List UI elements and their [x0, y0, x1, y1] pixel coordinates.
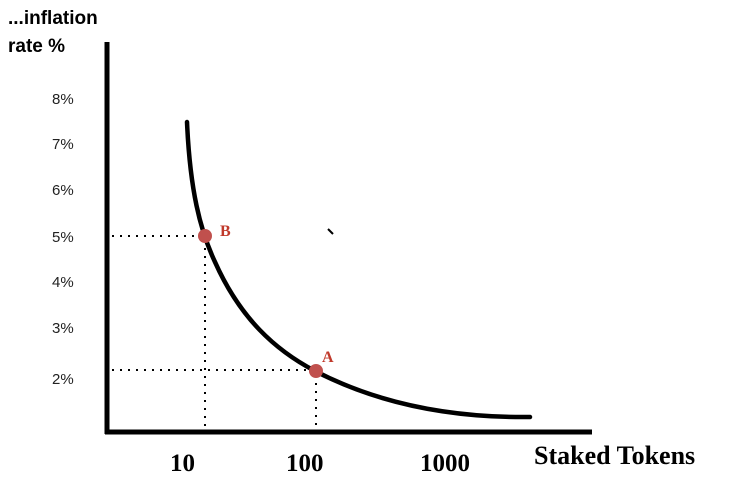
- stray-mark: [327, 228, 334, 235]
- y-axis-title: rate %: [8, 36, 65, 57]
- x-tick-label: 10: [170, 450, 195, 477]
- y-axis-title-partial: ...inflation: [8, 8, 98, 29]
- y-tick-label: 6%: [52, 182, 74, 199]
- x-tick-label: 100: [286, 450, 324, 477]
- point-b-marker: [198, 229, 212, 243]
- y-tick-label: 3%: [52, 320, 74, 337]
- y-tick-label: 2%: [52, 371, 74, 388]
- point-b-label: B: [220, 223, 231, 240]
- y-tick-label: 5%: [52, 229, 74, 246]
- point-a-label: A: [322, 349, 334, 366]
- x-axis-title: Staked Tokens: [534, 441, 695, 470]
- inflation-curve: [184, 119, 533, 420]
- x-tick-label: 1000: [420, 450, 470, 477]
- point-a-marker: [309, 364, 323, 378]
- y-tick-label: 4%: [52, 274, 74, 291]
- y-tick-label: 8%: [52, 91, 74, 108]
- y-tick-label: 7%: [52, 136, 74, 153]
